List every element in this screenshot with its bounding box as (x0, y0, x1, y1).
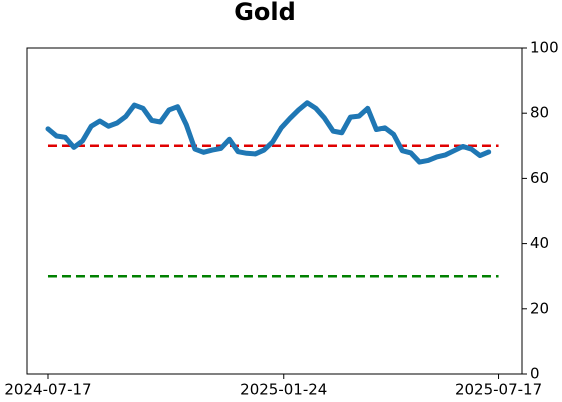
y-tick-label: 100 (530, 39, 559, 57)
chart-title: Gold (234, 0, 296, 26)
y-tick-label: 80 (530, 104, 549, 122)
data-line (45, 100, 492, 165)
x-tick-label: 2024-07-17 (4, 381, 91, 399)
y-tick-label: 60 (530, 169, 549, 187)
y-tick-label: 40 (530, 234, 549, 252)
y-tick-label: 20 (530, 299, 549, 317)
y-tick-label: 0 (530, 365, 540, 383)
plot-frame (26, 47, 523, 375)
x-tick-label: 2025-01-24 (240, 381, 327, 399)
x-tick-label: 2025-07-17 (455, 381, 542, 399)
